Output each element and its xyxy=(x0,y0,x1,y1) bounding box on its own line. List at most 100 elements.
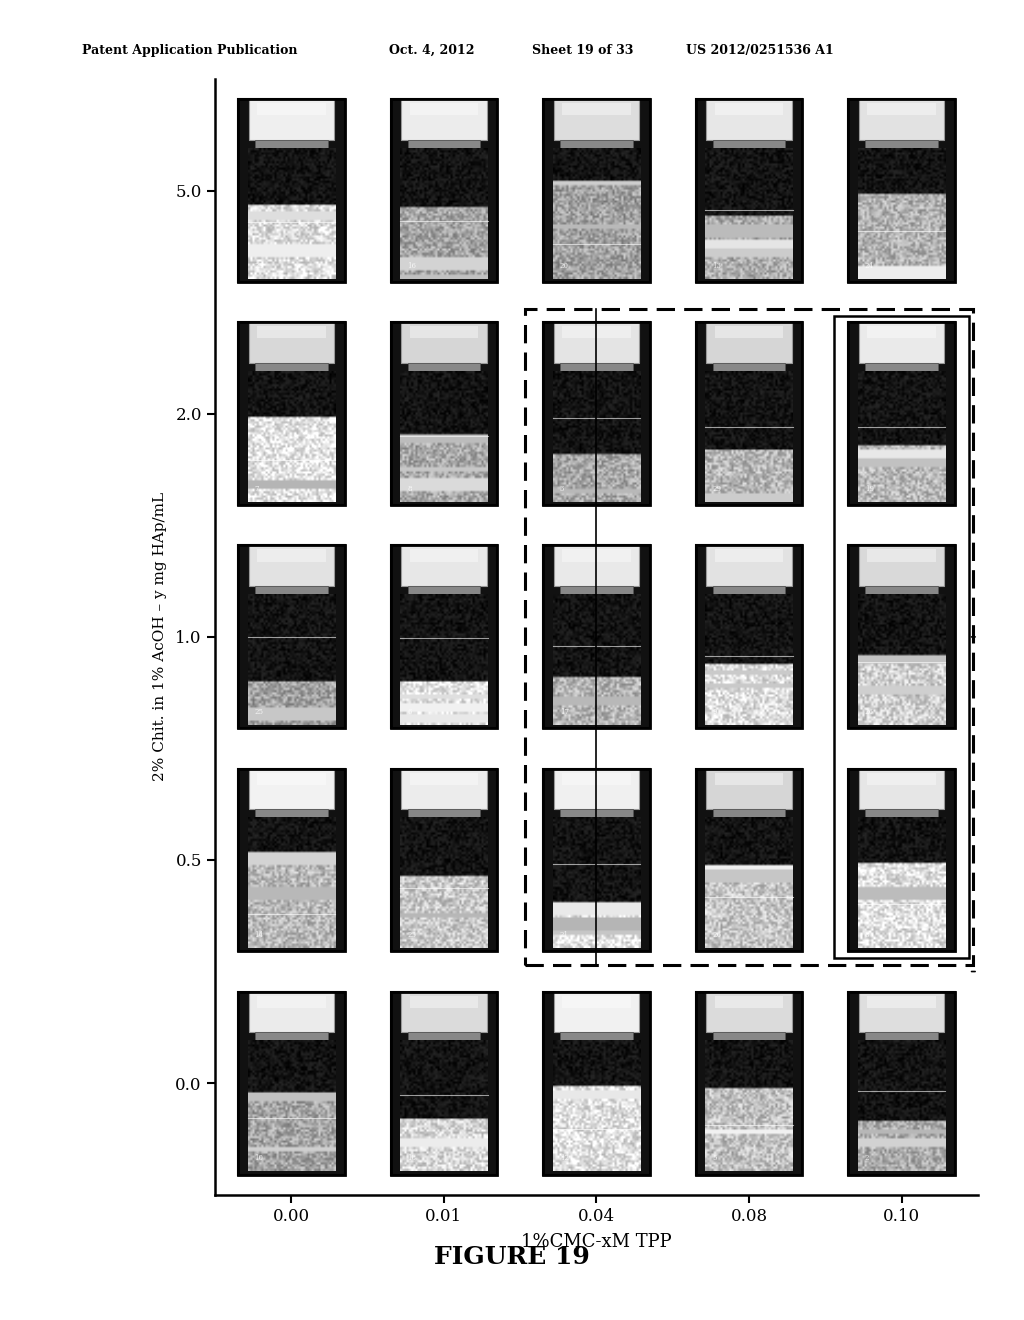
Text: 26: 26 xyxy=(865,709,873,717)
Bar xyxy=(257,549,326,561)
Bar xyxy=(867,995,936,1007)
Bar xyxy=(695,768,803,952)
Bar xyxy=(835,315,969,958)
Bar xyxy=(408,1032,480,1040)
Bar xyxy=(695,545,803,729)
Bar xyxy=(248,1040,335,1171)
Text: 21: 21 xyxy=(560,932,568,940)
Bar xyxy=(248,371,335,502)
Bar xyxy=(695,768,803,952)
Bar xyxy=(543,322,650,506)
Bar xyxy=(238,322,345,506)
Bar xyxy=(858,148,945,279)
Text: 9: 9 xyxy=(713,709,717,717)
Bar xyxy=(543,322,650,506)
Text: 3: 3 xyxy=(560,486,564,494)
Bar xyxy=(390,322,498,506)
Bar xyxy=(848,768,955,952)
Bar xyxy=(707,545,792,586)
Bar xyxy=(695,991,803,1175)
Text: 6: 6 xyxy=(408,709,412,717)
Bar xyxy=(238,991,345,1175)
Bar xyxy=(848,545,955,729)
Bar xyxy=(238,99,345,282)
Text: 25: 25 xyxy=(255,709,263,717)
Bar xyxy=(562,103,631,115)
Bar xyxy=(848,991,955,1175)
Text: Sheet 19 of 33: Sheet 19 of 33 xyxy=(532,44,634,57)
Bar xyxy=(859,768,944,809)
Bar xyxy=(867,549,936,561)
Bar xyxy=(401,322,486,363)
Bar xyxy=(695,545,803,729)
Bar xyxy=(707,99,792,140)
Bar xyxy=(713,140,785,148)
Bar xyxy=(248,817,335,948)
Bar xyxy=(401,991,486,1032)
Text: 2: 2 xyxy=(865,1155,869,1163)
Bar xyxy=(848,991,955,1175)
Bar xyxy=(713,809,785,817)
Bar xyxy=(400,371,487,502)
Bar xyxy=(695,99,803,282)
Bar xyxy=(867,326,936,338)
Bar xyxy=(543,99,650,282)
Bar xyxy=(543,768,650,952)
Bar xyxy=(713,1032,785,1040)
Bar xyxy=(560,809,633,817)
Bar xyxy=(257,326,326,338)
Bar xyxy=(400,148,487,279)
Bar xyxy=(255,586,328,594)
Bar xyxy=(400,817,487,948)
Y-axis label: 2% Chit. in 1% AcOH – y mg HAp/mL: 2% Chit. in 1% AcOH – y mg HAp/mL xyxy=(153,492,167,781)
Text: 20: 20 xyxy=(560,263,568,271)
Text: 24: 24 xyxy=(865,263,873,271)
Bar xyxy=(695,991,803,1175)
Bar xyxy=(707,768,792,809)
Bar xyxy=(553,1040,640,1171)
Text: 13: 13 xyxy=(713,263,721,271)
Text: 16: 16 xyxy=(408,263,416,271)
Bar xyxy=(865,140,938,148)
Bar xyxy=(390,768,498,952)
Bar xyxy=(257,103,326,115)
Bar xyxy=(543,545,650,729)
Bar xyxy=(553,148,640,279)
Bar xyxy=(554,545,639,586)
Text: 25: 25 xyxy=(255,263,263,271)
Bar xyxy=(408,140,480,148)
Bar xyxy=(257,995,326,1007)
Bar xyxy=(543,768,650,952)
Text: 8: 8 xyxy=(408,486,412,494)
Bar xyxy=(848,99,955,282)
Text: 7: 7 xyxy=(255,486,259,494)
Bar xyxy=(560,586,633,594)
Bar xyxy=(390,322,498,506)
Bar xyxy=(401,545,486,586)
Bar xyxy=(408,586,480,594)
Bar xyxy=(238,991,345,1175)
Bar xyxy=(695,322,803,506)
Bar xyxy=(390,768,498,952)
Bar xyxy=(255,140,328,148)
Bar xyxy=(248,148,335,279)
Bar xyxy=(238,545,345,729)
Bar xyxy=(865,809,938,817)
Bar xyxy=(715,772,783,784)
Bar xyxy=(249,768,334,809)
Bar xyxy=(238,768,345,952)
X-axis label: 1%CMC-xM TPP: 1%CMC-xM TPP xyxy=(521,1233,672,1251)
Bar xyxy=(713,586,785,594)
Bar xyxy=(554,991,639,1032)
Bar xyxy=(865,363,938,371)
Bar xyxy=(859,991,944,1032)
Bar xyxy=(706,371,793,502)
Text: 10: 10 xyxy=(255,1155,263,1163)
Bar xyxy=(858,1040,945,1171)
Bar xyxy=(524,309,974,965)
Bar xyxy=(255,363,328,371)
Text: FIGURE 19: FIGURE 19 xyxy=(434,1245,590,1269)
Bar xyxy=(858,594,945,725)
Bar xyxy=(248,594,335,725)
Bar xyxy=(859,99,944,140)
